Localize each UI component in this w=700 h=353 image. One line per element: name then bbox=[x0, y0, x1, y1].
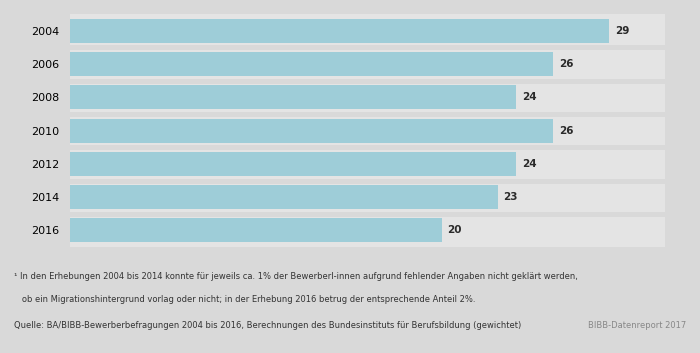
Bar bbox=[70, 85, 517, 109]
Text: 24: 24 bbox=[522, 159, 536, 169]
Text: ob ein Migrationshintergrund vorlag oder nicht; in der Erhebung 2016 betrug der : ob ein Migrationshintergrund vorlag oder… bbox=[14, 295, 475, 304]
Bar bbox=[70, 152, 517, 176]
Text: Quelle: BA/BIBB-Bewerberbefragungen 2004 bis 2016, Berechnungen des Bundesinstit: Quelle: BA/BIBB-Bewerberbefragungen 2004… bbox=[14, 321, 522, 330]
Bar bbox=[70, 52, 554, 76]
Bar bbox=[70, 19, 609, 43]
Text: BIBB-Datenreport 2017: BIBB-Datenreport 2017 bbox=[588, 321, 686, 330]
Bar bbox=[70, 185, 498, 209]
Text: 26: 26 bbox=[559, 126, 573, 136]
Text: 23: 23 bbox=[503, 192, 518, 202]
Text: 20: 20 bbox=[447, 226, 462, 235]
Bar bbox=[70, 219, 442, 243]
Text: ¹ In den Erhebungen 2004 bis 2014 konnte für jeweils ca. 1% der Bewerberl-innen : ¹ In den Erhebungen 2004 bis 2014 konnte… bbox=[14, 272, 578, 281]
Text: 29: 29 bbox=[615, 26, 629, 36]
Text: 24: 24 bbox=[522, 92, 536, 102]
Text: 26: 26 bbox=[559, 59, 573, 69]
Bar bbox=[70, 119, 554, 143]
